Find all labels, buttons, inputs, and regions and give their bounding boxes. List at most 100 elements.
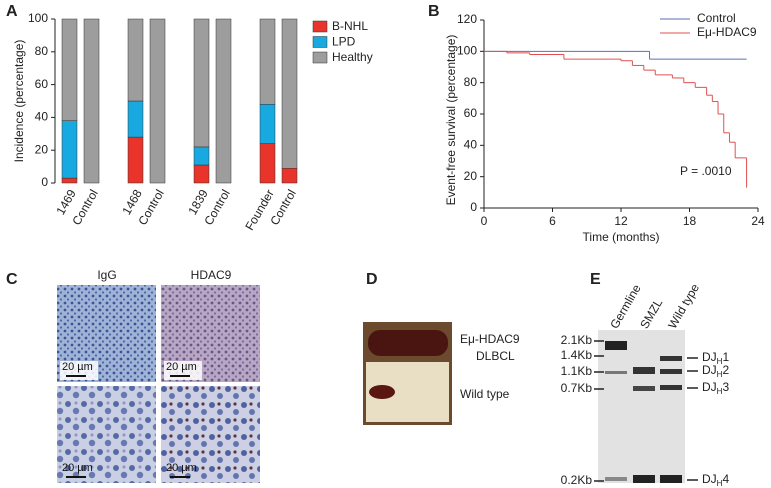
bar-segment: [193, 18, 210, 148]
band-sub: H: [717, 370, 723, 379]
legend-label: Control: [697, 11, 736, 25]
gel-band: [660, 369, 682, 374]
gel-band: [605, 477, 627, 481]
scale-bar-label: 20 µm: [62, 361, 93, 373]
column-label: HDAC9: [191, 268, 232, 282]
x-tick-label: 12: [614, 214, 628, 228]
band-num: 3: [722, 380, 729, 394]
y-tick-label: 120: [457, 12, 477, 26]
band-num: 2: [722, 363, 729, 377]
bar-segment: [193, 164, 210, 184]
band-main: DJ: [702, 472, 717, 486]
band-label: DJH2: [702, 363, 729, 379]
legend-swatch: [312, 36, 328, 48]
legend-label: Healthy: [332, 50, 373, 64]
y-tick-label: 0: [41, 175, 48, 189]
band-num: 1: [722, 350, 729, 364]
scale-bar-label: 20 µm: [166, 462, 197, 474]
gel-band: [660, 475, 682, 483]
bar-segment: [127, 18, 144, 102]
legend-swatch: [312, 51, 328, 64]
band-label: DJH4: [702, 472, 729, 488]
gel: [598, 330, 685, 483]
sample-label: DLBCL: [476, 349, 515, 363]
lane-label: SMZL: [637, 296, 665, 331]
gel-band: [660, 356, 682, 361]
size-marker: 0.2Kb: [561, 473, 593, 487]
bar-segment: [259, 18, 276, 105]
bar-segment: [61, 177, 78, 184]
gel-band: [605, 341, 627, 350]
bar-segment: [127, 100, 144, 138]
y-tick-label: 60: [464, 106, 478, 120]
y-tick-label: 100: [28, 11, 48, 25]
spleen: [369, 385, 395, 399]
x-tick-label: 18: [683, 214, 697, 228]
y-tick-label: 20: [464, 169, 478, 183]
y-axis-label: Event-free survival (percentage): [444, 35, 458, 206]
size-marker: 1.4Kb: [561, 348, 593, 362]
y-tick-label: 20: [35, 142, 49, 156]
y-tick-label: 100: [457, 44, 477, 58]
sample-label: Wild type: [460, 387, 510, 401]
band-sub: H: [717, 357, 723, 366]
y-tick-label: 80: [35, 44, 49, 58]
band-main: DJ: [702, 380, 717, 394]
micrograph: [57, 386, 156, 483]
scale-bar-label: 20 µm: [62, 462, 93, 474]
x-tick-label: 0: [481, 214, 488, 228]
gel-band: [633, 367, 655, 374]
size-marker: 2.1Kb: [561, 333, 593, 347]
gel-band: [633, 386, 655, 391]
band-main: DJ: [702, 363, 717, 377]
band-num: 4: [722, 472, 729, 486]
column-label: IgG: [97, 268, 116, 282]
gel-band: [605, 371, 627, 374]
bar-segment: [61, 120, 78, 179]
x-tick-label: Founder: [242, 187, 276, 233]
bar-segment: [259, 143, 276, 184]
micrograph: [161, 386, 260, 483]
gel-band: [660, 385, 682, 390]
bar-segment: [281, 167, 298, 184]
bar-segment: [83, 18, 100, 184]
scale-bars: 20 µm 20 µm 20 µm 20 µm: [60, 361, 202, 478]
band-sub: H: [717, 387, 723, 396]
lane-label: Wild type: [665, 281, 702, 331]
sample-label: Eμ-HDAC9: [460, 332, 520, 346]
band-label: DJH3: [702, 380, 729, 396]
bar-segment: [61, 18, 78, 121]
size-marker: 0.7Kb: [561, 381, 593, 395]
band-label: DJH1: [702, 350, 729, 366]
panel-label: C: [6, 271, 18, 288]
scale-bar-label: 20 µm: [166, 361, 197, 373]
legend-label: B-NHL: [332, 19, 368, 33]
bar-segment: [127, 136, 144, 184]
size-markers: 2.1Kb 1.4Kb 1.1Kb 0.7Kb 0.2Kb: [561, 333, 593, 487]
bar-segment: [149, 18, 166, 184]
legend-swatch: [312, 20, 328, 33]
size-marker: 1.1Kb: [561, 364, 593, 378]
band-main: DJ: [702, 350, 717, 364]
bar-segment: [193, 146, 210, 166]
legend-label: LPD: [332, 35, 356, 49]
x-tick-label: 6: [549, 214, 556, 228]
y-axis-label: Incidence (percentage): [12, 40, 26, 163]
panel-label: E: [590, 271, 601, 288]
band-sub: H: [717, 479, 723, 488]
x-tick-label: 24: [751, 214, 765, 228]
spleen: [368, 330, 448, 356]
y-tick-label: 40: [35, 110, 49, 124]
y-tick-label: 40: [464, 138, 478, 152]
y-tick-label: 60: [35, 77, 49, 91]
panel-label: B: [428, 3, 440, 20]
bar-segment: [215, 18, 232, 184]
bar-segment: [259, 104, 276, 144]
bar-segment: [281, 18, 298, 169]
x-axis-label: Time (months): [583, 230, 660, 244]
marker-lines: [594, 340, 698, 482]
panel-label: D: [366, 271, 378, 288]
